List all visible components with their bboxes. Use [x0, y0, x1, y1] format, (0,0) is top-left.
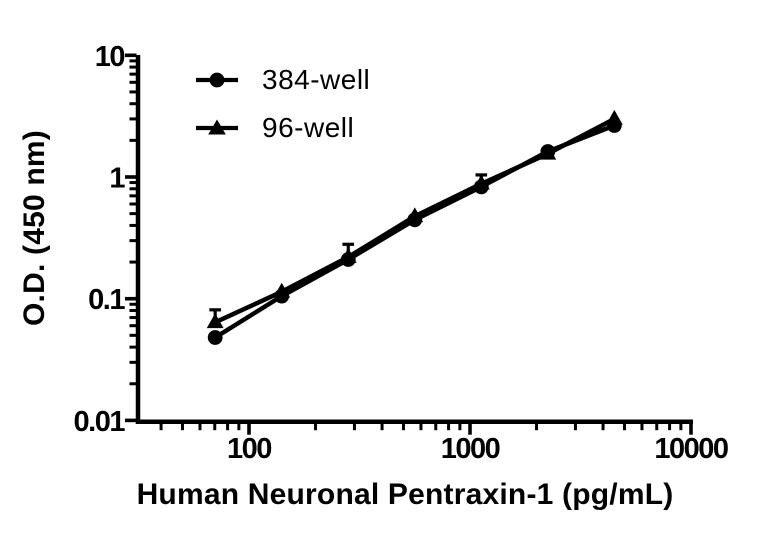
y-tick-label-10: 10 — [95, 41, 125, 73]
legend-label: 384-well — [262, 64, 371, 95]
data-point-384-well — [207, 330, 223, 345]
legend: 384-well 96-well — [194, 60, 370, 156]
y-tick-label-1: 1 — [109, 163, 125, 195]
y-tick-label-0.1: 0.1 — [88, 284, 125, 316]
x-axis-title: Human Neuronal Pentraxin-1 (pg/mL) — [137, 478, 674, 511]
x-tick-label-10000: 10000 — [654, 433, 728, 465]
data-point-96-well — [339, 248, 357, 263]
legend-item-384-well: 384-well — [194, 60, 370, 100]
data-point-96-well — [406, 207, 424, 223]
x-tick-label-100: 100 — [227, 433, 271, 465]
data-point-96-well — [539, 144, 557, 160]
x-tick-label-1000: 1000 — [441, 433, 500, 465]
data-point-96-well — [605, 109, 623, 125]
y-tick-label-0.01: 0.01 — [74, 406, 126, 438]
data-point-96-well — [206, 313, 224, 329]
y-axis-title: O.D. (450 nm) — [18, 130, 51, 326]
data-point-96-well — [273, 282, 291, 298]
circle-marker-icon — [196, 72, 238, 88]
legend-item-96-well: 96-well — [194, 108, 370, 148]
triangle-marker-icon — [196, 119, 238, 135]
legend-label: 96-well — [262, 112, 355, 143]
data-point-96-well — [472, 174, 490, 190]
